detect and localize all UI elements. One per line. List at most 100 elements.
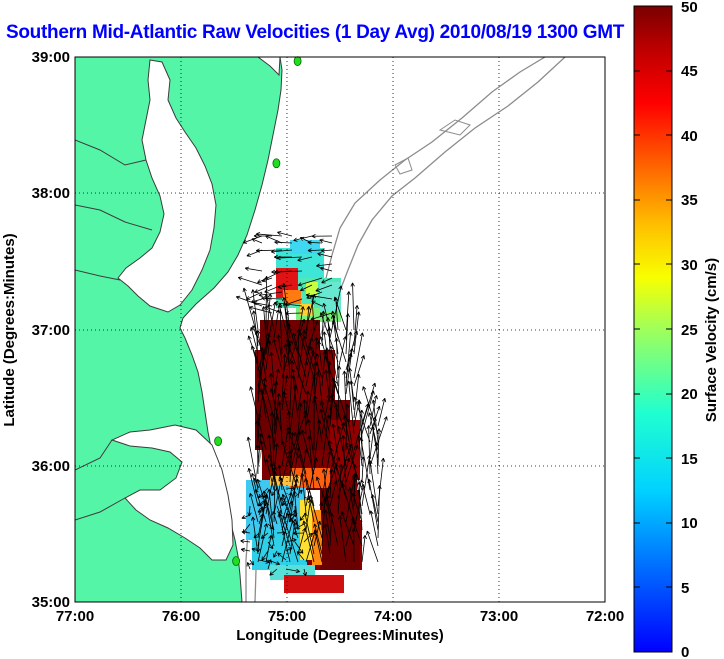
velocity-vector <box>297 256 313 262</box>
velocity-vector <box>257 433 263 467</box>
velocity-vector <box>276 530 286 535</box>
x-tick-label: 76:00 <box>162 608 200 625</box>
velocity-vector <box>353 355 365 387</box>
velocity-vector <box>271 511 278 525</box>
colorbar-tick-label: 0 <box>681 644 689 659</box>
velocity-vector <box>260 532 269 539</box>
velocity-vector <box>305 293 333 300</box>
velocity-vector <box>274 240 293 245</box>
velocity-vector <box>369 416 377 459</box>
velocity-vector <box>293 522 299 534</box>
velocity-vector <box>346 380 355 435</box>
map-title: Southern Mid-Atlantic Raw Velocities (1 … <box>6 22 625 43</box>
velocity-vector <box>285 337 291 379</box>
colorbar-ticks <box>634 5 672 588</box>
velocity-vector <box>257 270 283 284</box>
velocity-vector <box>254 284 273 294</box>
velocity-vector <box>353 396 371 443</box>
velocity-vector <box>319 312 339 363</box>
velocity-vector <box>307 435 315 491</box>
velocity-vector <box>329 345 339 387</box>
velocity-vector <box>273 550 278 558</box>
velocity-vector <box>261 550 269 561</box>
velocity-vector <box>287 430 299 459</box>
velocity-vector <box>321 414 331 467</box>
velocity-vector <box>329 285 343 339</box>
velocity-vector <box>362 386 379 435</box>
velocity-vector <box>366 530 379 563</box>
velocity-vector <box>285 486 296 491</box>
velocity-vector <box>329 468 334 499</box>
velocity-vector <box>273 393 281 435</box>
velocity-vector <box>371 399 379 443</box>
velocity-vector <box>241 530 251 535</box>
velocity-vector <box>341 483 355 523</box>
velocity-vector <box>329 480 338 507</box>
velocity-vector <box>377 397 387 427</box>
velocity-vector <box>276 505 281 515</box>
velocity-vector <box>258 513 264 525</box>
colorbar-tick-label: 15 <box>681 451 698 468</box>
colorbar-tick-labels: 50 45 40 35 30 25 20 15 10 5 0 <box>681 0 698 659</box>
velocity-vector <box>265 535 273 563</box>
velocity-vector <box>267 488 275 539</box>
velocity-vector <box>297 361 309 411</box>
velocity-vector <box>333 380 347 419</box>
velocity-vector <box>289 360 295 411</box>
velocity-vector <box>273 381 279 427</box>
velocity-vector <box>253 532 260 539</box>
velocity-vector <box>376 428 382 467</box>
velocity-vector <box>294 478 299 489</box>
velocity-vector <box>291 375 299 419</box>
velocity-vector <box>256 232 283 237</box>
colorbar-tick-label: 45 <box>681 63 698 80</box>
velocity-vector <box>321 456 341 507</box>
velocity-vector <box>319 501 324 531</box>
velocity-vector <box>330 393 347 435</box>
velocity-vector <box>300 284 313 292</box>
velocity-vector <box>265 293 273 347</box>
velocity-vector <box>277 552 287 561</box>
velocity-vector <box>345 444 359 483</box>
colorbar-tick-label: 10 <box>681 515 698 532</box>
colorbar-tick-label: 25 <box>681 322 698 339</box>
velocity-vector <box>259 440 267 467</box>
colorbar <box>633 5 673 653</box>
velocity-vector <box>349 380 355 411</box>
velocity-vector <box>361 454 372 507</box>
velocity-vector <box>289 410 308 459</box>
station-hatteras <box>232 556 241 567</box>
velocity-vector <box>258 494 266 499</box>
velocity-vector <box>337 464 344 515</box>
velocity-vector <box>353 373 361 419</box>
velocity-vector <box>289 447 301 499</box>
velocity-vector <box>258 501 267 507</box>
velocity-vector <box>321 277 333 284</box>
velocity-vector <box>291 332 307 379</box>
velocity-vector <box>258 506 264 516</box>
land-mass <box>75 57 283 602</box>
velocity-vector <box>340 511 355 547</box>
velocity-vector <box>271 249 293 254</box>
velocity-vector <box>313 529 323 563</box>
y-tick-labels: 39:00 38:00 37:00 36:00 35:00 <box>32 49 70 611</box>
velocity-vector <box>257 350 266 403</box>
velocity-vector <box>293 235 313 242</box>
velocity-vector <box>267 541 274 550</box>
velocity-vector <box>246 562 251 570</box>
colorbar-label: Surface Velocity (cm/s) <box>703 258 720 422</box>
velocity-vector <box>273 309 281 339</box>
velocity-vector <box>302 568 308 577</box>
velocity-vector <box>316 263 333 268</box>
velocity-vector <box>353 332 365 379</box>
velocity-vector <box>302 399 307 435</box>
velocity-vector <box>322 302 331 331</box>
velocity-vector <box>305 350 315 387</box>
velocity-vector <box>331 423 339 459</box>
velocity-vector <box>297 527 307 555</box>
velocity-vector <box>257 523 269 563</box>
velocity-vector <box>299 514 305 521</box>
velocity-vector <box>315 284 333 292</box>
velocity-vector <box>319 238 333 244</box>
